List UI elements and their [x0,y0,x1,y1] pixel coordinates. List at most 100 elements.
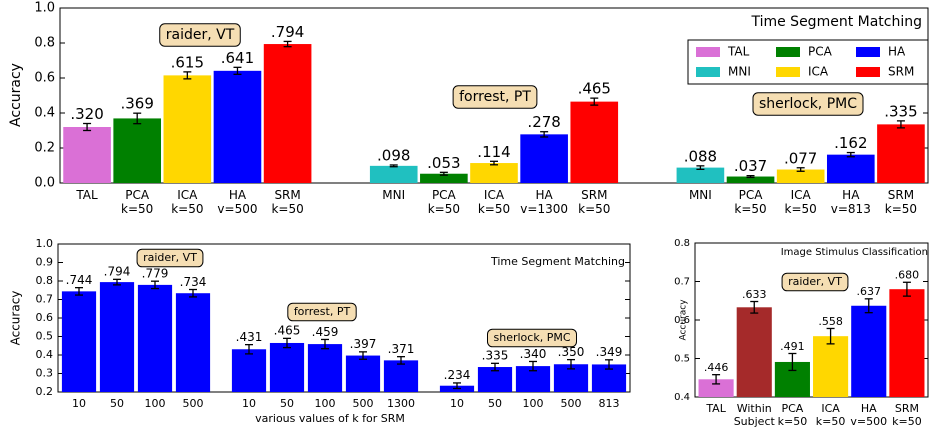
value-label: .162 [834,134,867,152]
legend-swatch [856,47,880,57]
value-label: .794 [271,23,304,41]
legend-label: SRM [888,65,914,79]
annotation-box [487,328,577,348]
y-tick-label: 0.8 [36,274,54,287]
x-tick-label-line: 100 [523,397,544,410]
x-tick-label-line: v=813 [831,202,871,216]
value-label: .098 [377,146,410,164]
x-axis-label: various values of k for SRM [255,412,405,425]
x-tick-label-line: MNI [382,188,405,202]
bar [369,165,418,183]
x-tick-label-line: 813 [599,397,620,410]
x-tick-label-line: HA [536,188,554,202]
x-tick-label-line: k=50 [578,202,610,216]
x-tick-label: 500 [353,397,374,410]
bar [826,154,875,183]
legend-swatch [696,67,720,77]
annotation-box [287,302,357,322]
legend-label: TAL [727,45,750,59]
x-tick-label-line: 50 [110,397,124,410]
value-label: .465 [274,324,301,338]
value-label: .779 [142,266,169,280]
bar [383,360,419,392]
bar [231,349,267,392]
legend-swatch [776,47,800,57]
error-bar [283,40,292,48]
error-bar [397,356,405,365]
error-bar [183,71,192,80]
x-tick-label: HA v=813 [831,188,871,216]
annotation-box [136,248,204,268]
error-bar [896,120,905,129]
error-bar [864,298,873,314]
x-tick-label: HA v=500 [850,402,887,428]
value-label: .037 [734,157,767,175]
annotation-text: raider, VT [788,275,842,288]
x-tick-label-line: Within [737,402,772,415]
x-tick-label-line: k=50 [428,202,460,216]
x-tick-label: 50 [110,397,124,410]
value-label: .637 [857,285,882,298]
x-tick-label-line: 50 [488,397,502,410]
value-label: .350 [558,345,585,359]
chart-title: Image Stimulus Classification [781,247,928,258]
annotation: raider, VT [781,272,849,292]
x-tick-label-line: 100 [145,397,166,410]
x-tick-label-line: k=50 [121,202,153,216]
x-tick-label: 1300 [387,397,415,410]
x-tick-label-line: 10 [242,397,256,410]
x-tick-label-line: ICA [484,188,505,202]
x-tick-label-line: HA [842,188,860,202]
x-tick-label-line: 500 [561,397,582,410]
error-bar [83,122,92,132]
x-tick-label: ICA k=50 [171,188,203,216]
bar [570,101,619,183]
error-bar [605,359,613,370]
value-label: .088 [684,147,717,165]
x-tick-label: 50 [488,397,502,410]
annotation: forrest, PT [287,302,357,322]
bar [263,44,312,183]
legend-swatch [856,67,880,77]
error-bar [113,278,121,286]
x-tick-label-line: k=50 [734,202,766,216]
x-tick-label: 50 [280,397,294,410]
x-tick-label-line: Subject [734,415,776,428]
x-tick-label-line: k=50 [885,202,917,216]
bar [726,176,775,183]
value-label: .335 [884,102,917,120]
x-tick-label: TAL [75,188,98,202]
legend-label: ICA [808,65,829,79]
value-label: .335 [482,349,509,363]
error-bar [902,281,911,297]
annotation-text: sherlock, PMC [759,96,857,112]
x-tick-label-line: 10 [450,397,464,410]
y-tick-label: 0.5 [674,354,690,365]
x-tick-label-line: 1300 [387,397,415,410]
value-label: .633 [742,288,767,301]
error-bar [529,360,537,372]
error-bar [233,66,242,75]
x-tick-label: SRM k=50 [578,188,610,216]
y-tick-label: 0.4 [674,392,690,403]
y-axis-label: Accuracy [679,299,689,341]
bar [137,284,173,392]
value-label: .744 [66,273,93,287]
legend-box [687,39,929,85]
bar [175,293,211,392]
bar [736,307,772,397]
value-label: .349 [596,345,623,359]
annotation-text: forrest, PT [294,305,351,318]
x-tick-label: ICA k=50 [478,188,510,216]
error-bar [133,112,142,125]
error-bar [389,164,398,168]
x-tick-label-line: k=50 [171,202,203,216]
x-tick-label: SRM k=50 [892,402,922,428]
annotation: raider, VT [136,248,204,268]
error-bar [540,131,549,138]
value-label: .446 [704,361,729,374]
x-tick-label: PCA k=50 [778,402,808,428]
error-bar [321,338,329,350]
legend-swatch [776,67,800,77]
value-label: .459 [312,325,339,339]
